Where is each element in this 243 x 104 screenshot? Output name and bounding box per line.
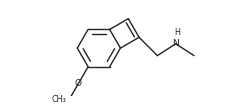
Text: O: O	[75, 79, 82, 88]
Text: N: N	[172, 39, 179, 48]
Text: CH₃: CH₃	[52, 95, 67, 104]
Text: H: H	[174, 28, 180, 37]
